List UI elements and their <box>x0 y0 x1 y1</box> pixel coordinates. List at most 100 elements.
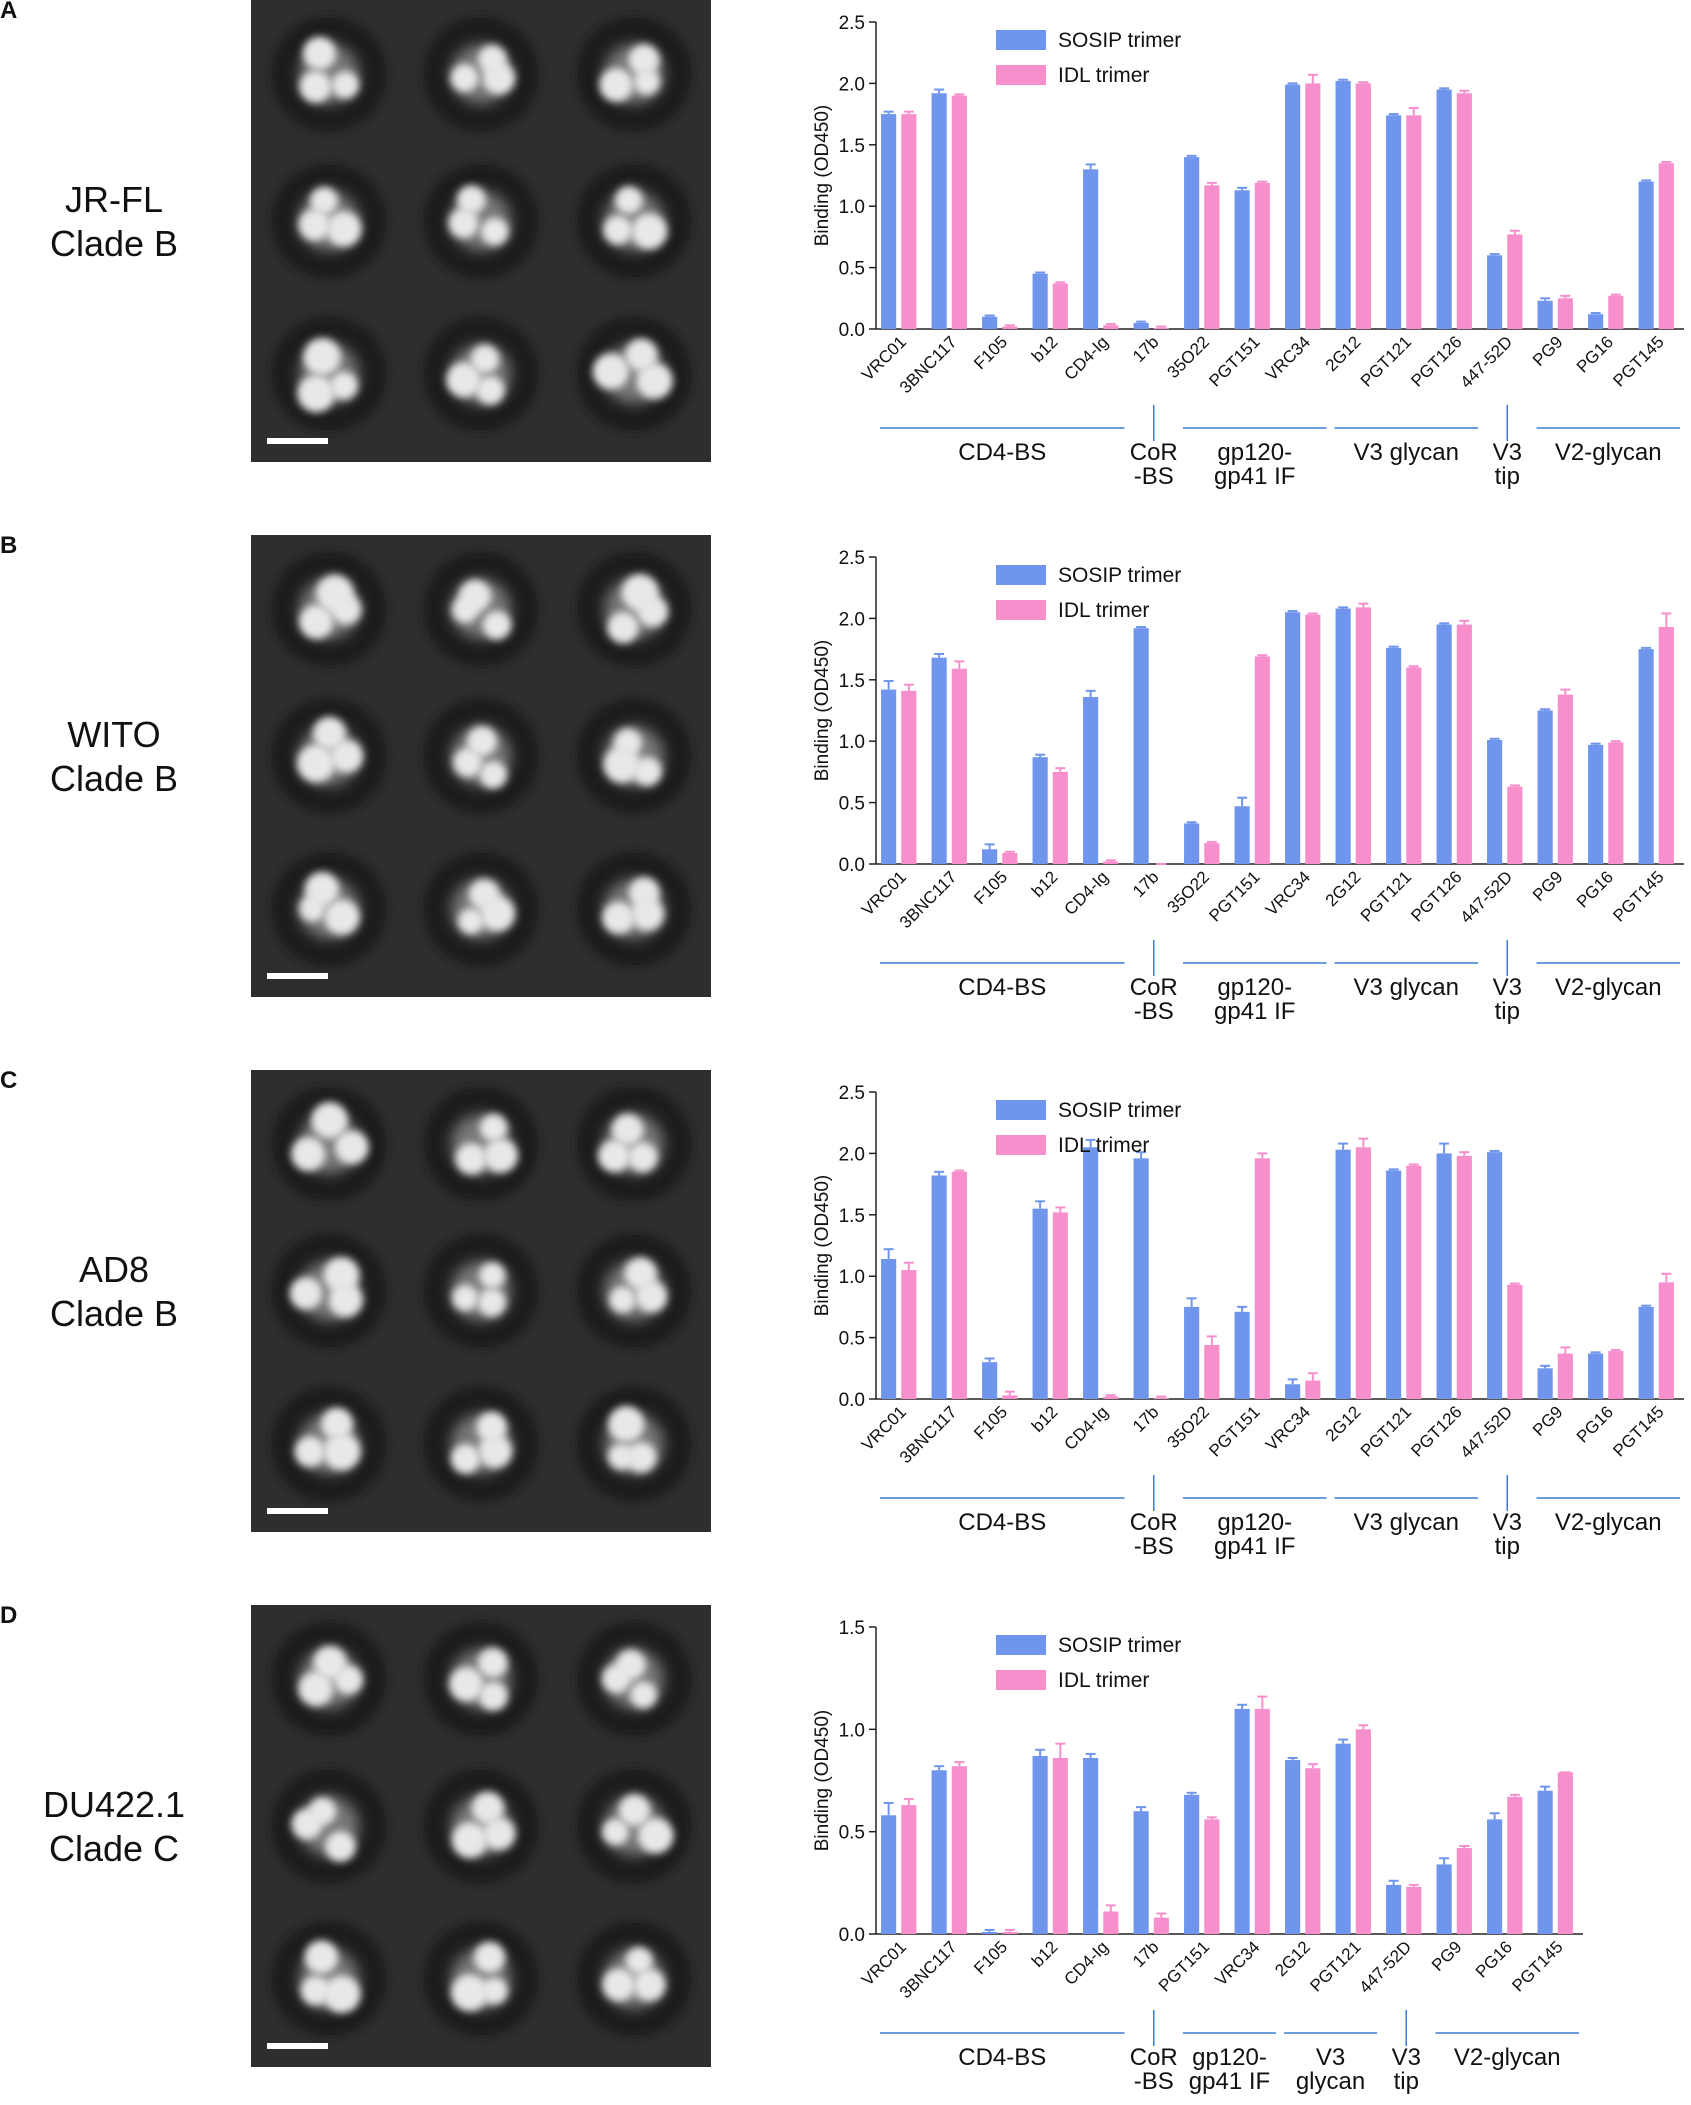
particle-lobe <box>602 901 635 935</box>
bar <box>982 316 998 329</box>
error-bar <box>1085 1138 1096 1148</box>
error-bar <box>1055 281 1066 284</box>
bar <box>1557 1353 1573 1399</box>
x-tick-label: PGT151 <box>1205 867 1263 925</box>
micrograph <box>251 1605 711 2067</box>
x-tick-label: F105 <box>970 1937 1011 1978</box>
error-bar <box>1489 737 1500 740</box>
particle-lobe <box>471 1791 505 1825</box>
particle-lobe <box>633 1968 666 2002</box>
error-bar <box>1358 1137 1369 1148</box>
bar <box>1305 1768 1321 1934</box>
x-tick-label: CD4-Ig <box>1061 867 1113 919</box>
error-bar <box>1540 1785 1551 1791</box>
bar <box>931 1770 947 1934</box>
error-bar <box>1004 850 1015 853</box>
bar <box>881 114 897 329</box>
bar <box>1588 314 1604 329</box>
x-tick-label: PGT151 <box>1155 1937 1213 1995</box>
error-bar <box>1156 1912 1167 1918</box>
error-bar <box>1338 78 1349 81</box>
bar <box>1083 1147 1099 1399</box>
error-bar <box>1156 1395 1167 1398</box>
particle-lobe <box>631 213 668 250</box>
error-bar <box>1186 1297 1197 1307</box>
bar <box>1487 1819 1503 1934</box>
x-tick-label: 447-52D <box>1356 1937 1416 1997</box>
group-label: gp120- <box>1192 2044 1267 2071</box>
group-label: CD4-BS <box>958 1509 1046 1536</box>
particle-lobe <box>316 574 354 613</box>
error-bar <box>1439 1857 1450 1865</box>
particle-lobe <box>592 353 630 390</box>
bar <box>1032 1755 1048 1934</box>
x-tick-label: F105 <box>970 867 1011 908</box>
error-bar <box>1085 163 1096 170</box>
bar <box>1406 1165 1422 1399</box>
error-bar <box>1590 312 1601 315</box>
x-tick-label: PGT151 <box>1205 1402 1263 1460</box>
error-bar <box>1307 1763 1318 1769</box>
particle-lobe <box>329 371 358 400</box>
x-tick-label: 2G12 <box>1322 332 1365 375</box>
bar <box>1456 1848 1472 1934</box>
particle-lobe <box>628 877 660 909</box>
error-bar <box>1459 1151 1470 1156</box>
error-bar <box>1509 229 1520 235</box>
bar <box>1234 1311 1250 1399</box>
error-bar <box>1206 181 1217 186</box>
error-bar <box>1358 1724 1369 1730</box>
error-bar <box>1186 154 1197 158</box>
panel-label: D <box>0 1602 17 1629</box>
group-label: -BS <box>1134 998 1174 1025</box>
error-bar <box>1156 325 1167 328</box>
bar <box>1335 1149 1351 1399</box>
x-tick-label: 17b <box>1129 1402 1162 1435</box>
error-bar <box>903 683 914 691</box>
error-bar <box>1055 1742 1066 1758</box>
bar <box>1487 255 1503 329</box>
error-bar <box>1085 689 1096 697</box>
bar <box>901 690 917 864</box>
bar <box>1133 1158 1149 1399</box>
bar <box>1002 326 1018 329</box>
error-bar <box>1035 1200 1046 1209</box>
error-bar <box>1105 1904 1116 1912</box>
bar <box>1335 608 1351 864</box>
x-tick-label: F105 <box>970 332 1011 373</box>
error-bar <box>1136 1151 1147 1159</box>
error-bar <box>1560 688 1571 695</box>
scale-bar <box>267 1508 328 1514</box>
error-bar <box>1287 610 1298 613</box>
particle-lobe <box>453 747 483 778</box>
error-bar <box>984 843 995 850</box>
group-label: V2-glycan <box>1555 439 1662 466</box>
error-bar <box>1408 106 1419 116</box>
bar <box>982 1931 998 1934</box>
bar <box>931 657 947 864</box>
error-bar <box>1287 82 1298 85</box>
error-bar <box>1237 1305 1248 1312</box>
bar <box>1234 1708 1250 1934</box>
error-bar <box>1358 602 1369 608</box>
particle-lobe <box>294 1436 326 1467</box>
bar <box>1386 1884 1402 1934</box>
group-label: V3 glycan <box>1354 1509 1459 1536</box>
x-tick-label: VRC34 <box>1262 332 1314 384</box>
bar <box>1487 739 1503 864</box>
particle-lobe <box>482 610 512 640</box>
y-tick-label: 0.5 <box>839 1823 865 1844</box>
particle-lobe <box>300 1975 331 2006</box>
particle-lobe <box>451 1822 488 1858</box>
bar <box>1133 322 1149 329</box>
bar <box>1052 1212 1068 1399</box>
particle-lobe <box>311 1102 348 1139</box>
bar <box>982 849 998 864</box>
error-bar <box>1338 1738 1349 1744</box>
y-tick-label: 1.5 <box>839 136 865 157</box>
particle-lobe <box>466 726 498 757</box>
legend-swatch <box>996 30 1046 50</box>
bar <box>1557 1772 1573 1934</box>
error-bar <box>984 1357 995 1363</box>
bar <box>1103 325 1119 329</box>
